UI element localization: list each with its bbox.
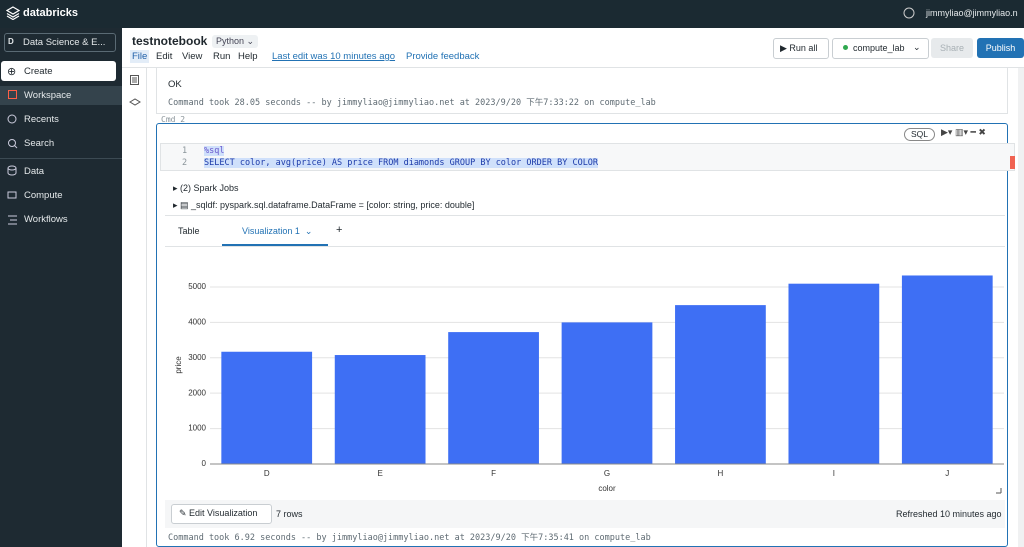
- bar: [448, 332, 539, 464]
- tab[interactable]: Table: [178, 226, 200, 236]
- y-tick-label: 3000: [188, 353, 206, 362]
- nav-item[interactable]: Recents: [24, 114, 59, 125]
- feedback-link[interactable]: Provide feedback: [406, 51, 480, 62]
- tab-label: Visualization 1: [242, 226, 300, 236]
- tab-underline: [222, 244, 328, 246]
- cell-1: [156, 68, 1008, 114]
- bar: [221, 351, 313, 464]
- scrollbar[interactable]: [1018, 68, 1024, 547]
- x-tick-label: I: [833, 469, 835, 478]
- nav-icons: [7, 114, 18, 225]
- nav-item[interactable]: Search: [24, 138, 55, 149]
- y-tick-label: 4000: [188, 317, 206, 326]
- nav-item[interactable]: Create: [24, 66, 53, 77]
- top-bar: [0, 0, 1024, 28]
- y-tick-label: 1000: [188, 424, 206, 433]
- cell-actions[interactable]: ▶▾ ▥▾ ━ ✖: [941, 127, 986, 137]
- y-tick-label: 0: [202, 459, 207, 468]
- run-all: ▶ Run all: [780, 43, 818, 53]
- chevron: ⌄: [913, 42, 921, 52]
- menu-item[interactable]: File: [130, 50, 150, 63]
- edit-viz-button[interactable]: [171, 504, 272, 524]
- spark-jobs-label: (2) Spark Jobs: [180, 183, 239, 193]
- cluster-selector[interactable]: [832, 38, 929, 59]
- run-all-button[interactable]: [773, 38, 829, 59]
- code-line: SELECT color, avg(price) AS price FROM d…: [204, 158, 599, 168]
- cluster-status: [843, 45, 848, 50]
- menu-item[interactable]: View: [182, 51, 203, 62]
- user[interactable]: jimmyliao@jimmyliao.n: [926, 8, 1018, 18]
- nav-active: [0, 86, 122, 105]
- notebook-title[interactable]: testnotebook: [132, 34, 208, 48]
- separator: [0, 158, 122, 159]
- x-tick-label: J: [945, 469, 949, 478]
- x-tick-label: E: [377, 469, 382, 478]
- y-axis-title: price: [174, 356, 183, 374]
- resize-handle[interactable]: [996, 488, 1002, 494]
- sqldf[interactable]: ▸ ▤ _sqldf: pyspark.sql.dataframe.DataFr…: [173, 200, 475, 210]
- cell-output: OK: [168, 79, 182, 90]
- workspace-selector[interactable]: [4, 33, 116, 52]
- menu-item[interactable]: Edit: [156, 51, 173, 62]
- workspace-name[interactable]: Data Science & E...: [23, 37, 106, 48]
- edit-viz-label: Edit Visualization: [189, 508, 258, 518]
- command-info: Command took 28.05 seconds -- by jimmyli…: [168, 98, 656, 108]
- bar: [334, 355, 426, 464]
- language-badge[interactable]: Python ⌄: [212, 35, 259, 48]
- divider: [165, 215, 1005, 216]
- line-number: 2: [182, 158, 188, 168]
- row-count: 7 rows: [276, 509, 303, 519]
- refreshed: Refreshed 10 minutes ago: [896, 509, 1002, 519]
- create-button[interactable]: [1, 61, 116, 81]
- nav-item[interactable]: Data: [24, 166, 45, 177]
- workspace-icon: [8, 90, 17, 99]
- x-tick-label: F: [491, 469, 496, 478]
- tool-strip: [122, 68, 147, 547]
- last-edit[interactable]: Last edit was 10 minutes ago: [272, 51, 396, 62]
- x-axis-title: color: [598, 484, 616, 493]
- spark-jobs[interactable]: ▸ (2) Spark Jobs: [173, 183, 239, 193]
- bar: [675, 305, 766, 464]
- bar: [561, 322, 653, 464]
- menu-item[interactable]: Run: [213, 51, 231, 62]
- x-tick-label: D: [264, 469, 270, 478]
- language: Python: [216, 36, 245, 46]
- menu-item[interactable]: Help: [238, 51, 258, 62]
- viz-footer: [165, 500, 1005, 528]
- cell-label: Cmd 2: [161, 115, 186, 124]
- lang-badge[interactable]: SQL: [904, 128, 936, 141]
- x-tick-label: H: [718, 469, 724, 478]
- notebook-header: [122, 28, 1024, 68]
- bar: [901, 275, 993, 464]
- editor-marker: [1010, 156, 1015, 169]
- logo-icon: [6, 6, 20, 20]
- cluster-name: compute_lab: [853, 43, 905, 53]
- nav-item[interactable]: Workflows: [24, 214, 68, 225]
- sqldf-label: _sqldf: pyspark.sql.dataframe.DataFrame …: [191, 200, 475, 210]
- create-icon: ⊕: [7, 66, 17, 78]
- code-line: %sql: [204, 146, 225, 156]
- chart: price color 0 1000 2000 3000 4000 5000 D E F G H I J: [174, 275, 1004, 494]
- divider: [165, 246, 1005, 247]
- tab-active[interactable]: Visualization 1 ⌄: [242, 226, 313, 236]
- nav-item[interactable]: Compute: [24, 190, 63, 201]
- add-tab[interactable]: +: [336, 224, 343, 236]
- publish-button[interactable]: Publish: [977, 38, 1024, 58]
- x-tick-label: G: [604, 469, 610, 478]
- bar: [788, 283, 880, 464]
- help-icon[interactable]: [903, 7, 915, 19]
- command-info: Command took 6.92 seconds -- by jimmylia…: [168, 533, 651, 543]
- ws-icon: D: [8, 37, 14, 46]
- nav-item[interactable]: Workspace: [24, 90, 72, 101]
- run-all-label: Run all: [789, 43, 818, 53]
- y-tick-label: 5000: [188, 282, 206, 291]
- y-tick-label: 2000: [188, 388, 206, 397]
- tool-icons[interactable]: [129, 74, 141, 110]
- share-button[interactable]: Share: [931, 38, 973, 58]
- sidebar: [0, 28, 122, 547]
- line-number: 1: [182, 146, 188, 156]
- brand[interactable]: databricks: [23, 7, 79, 19]
- edit-viz: ✎ Edit Visualization: [179, 508, 258, 518]
